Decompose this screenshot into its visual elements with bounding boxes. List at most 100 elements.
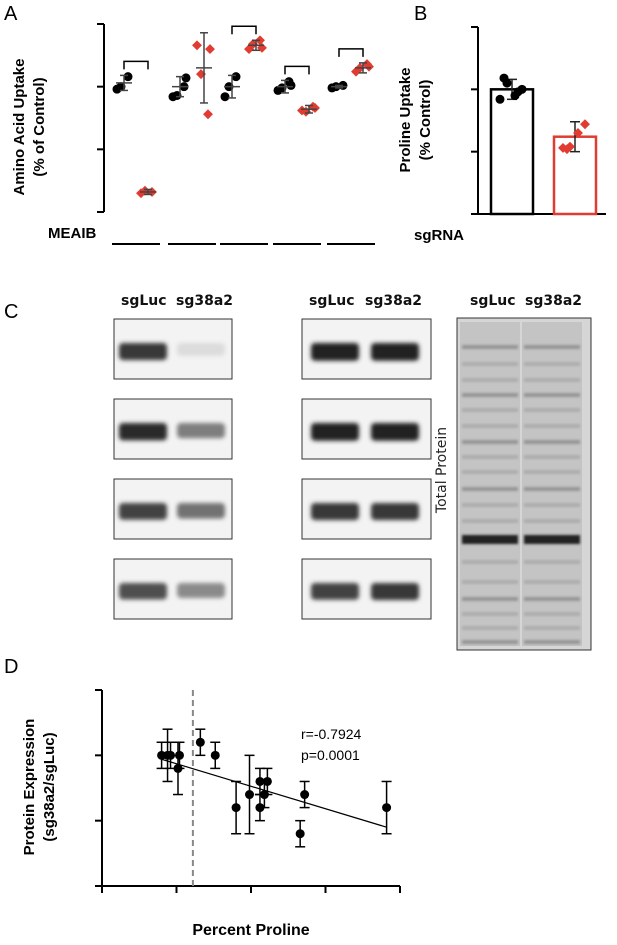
gel-band-2-3 xyxy=(524,378,580,382)
panel-a-sig-bracket-ser xyxy=(338,48,364,57)
gel-band-2-5 xyxy=(524,408,580,412)
panel-b-point-slc38a2 xyxy=(573,128,583,138)
panel-d-point xyxy=(174,750,184,760)
blot-col1-header-sg38a2: sg38a2 xyxy=(176,293,233,309)
panel-b-bar-luc xyxy=(489,88,535,216)
panel-a-point-gln-meaib xyxy=(192,40,202,51)
panel-a-ylabel-line2: (% of Control) xyxy=(31,77,48,176)
panel-d-fit-line xyxy=(161,758,387,828)
blot-band-col1a1-lane2 xyxy=(177,423,225,439)
panel-d-point xyxy=(210,750,220,760)
gel-band-1-9 xyxy=(462,470,518,474)
panel-d-point xyxy=(295,829,305,839)
gel-band-1-19 xyxy=(462,640,518,644)
blot-band-col1a1-lane1 xyxy=(119,423,167,441)
blot-col1-header-sgluc: sgLuc xyxy=(121,293,167,309)
gel-band-1-4 xyxy=(462,393,518,397)
gel-band-2-9 xyxy=(524,470,580,474)
panel-a-point-ala-control xyxy=(220,92,230,102)
panel-label-c: C xyxy=(4,301,18,323)
panel-d-ylabel-line1: Protein Expression xyxy=(21,719,38,856)
panel-label-b: B xyxy=(414,3,427,25)
panel-d-point xyxy=(245,790,255,800)
gel-band-1-13 xyxy=(462,535,518,544)
gel-band-2-19 xyxy=(524,640,580,644)
gel-band-1-14 xyxy=(462,560,518,564)
panel-b-point-slc38a2 xyxy=(580,119,590,130)
blot-row-eef2 xyxy=(301,398,432,460)
gel-band-2-7 xyxy=(524,440,580,444)
gel-band-2-10 xyxy=(524,487,580,491)
panel-a-ylabel-line1: Amino Acid Uptake xyxy=(11,59,28,196)
panel-d-annotation-p: p=0.0001 xyxy=(301,747,360,763)
blot-row-col1a1 xyxy=(113,398,233,460)
panel-a-point-pro-control xyxy=(123,72,133,82)
blot-row-smad1 xyxy=(113,558,233,620)
gel-band-1-17 xyxy=(462,612,518,616)
panel-d-ylabel-line2: (sg38a2/sgLuc) xyxy=(41,732,58,841)
panel-d-point xyxy=(166,750,176,760)
gel-band-2-13 xyxy=(524,535,580,544)
panel-d-point xyxy=(262,776,272,786)
panel-b-point-luc xyxy=(499,73,509,83)
blot-col2-header-sgluc: sgLuc xyxy=(309,293,355,309)
gel-band-2-17 xyxy=(524,612,580,616)
panel-b-ylabel-line1: Proline Uptake xyxy=(397,67,414,172)
blot-band-slc38a2-lane1 xyxy=(119,343,167,361)
gel-band-2-14 xyxy=(524,560,580,564)
blot-band-erk-lane2 xyxy=(371,343,419,361)
panel-b-chart: Proline Uptake (% Control) sgRNA xyxy=(397,26,606,244)
panel-d-point xyxy=(300,790,310,800)
blot-band-erk-lane1 xyxy=(311,343,359,361)
blot-col2-header-sg38a2: sg38a2 xyxy=(365,293,422,309)
blot-band-atf4-lane2 xyxy=(177,503,225,519)
blot-band-slc38a2-lane2 xyxy=(177,343,225,356)
panel-c-western-blots: sgLuc sg38a2 sgLuc sg38a2 sgLuc sg38a2 T… xyxy=(113,293,592,651)
total-protein-label: Total Protein xyxy=(434,427,450,514)
blot-row-erk xyxy=(301,318,432,380)
panel-a-point-gln-control xyxy=(181,73,191,83)
panel-a-point-gly-control xyxy=(286,80,296,90)
gel-band-2-8 xyxy=(524,455,580,459)
gel-band-1-5 xyxy=(462,408,518,412)
gel-band-2-2 xyxy=(524,362,580,366)
blot-band-smad1-lane1 xyxy=(119,583,167,600)
panel-label-d: D xyxy=(4,656,18,678)
panel-label-a: A xyxy=(4,3,18,25)
panel-a-point-gln-meaib xyxy=(203,109,213,120)
blot-row-actb xyxy=(301,478,432,540)
panel-b-point-slc38a2 xyxy=(562,144,572,155)
panel-b-point-luc xyxy=(495,94,505,104)
blot-band-actb-lane1 xyxy=(311,503,359,521)
gel-band-1-6 xyxy=(462,424,518,428)
blot-band-smad1-lane2 xyxy=(177,583,225,598)
panel-a-sig-bracket-pro xyxy=(123,60,149,70)
panel-b-x-title: sgRNA xyxy=(414,227,464,244)
total-protein-gel xyxy=(456,317,592,651)
panel-d-chart: Protein Expression (sg38a2/sgLuc) r=-0.7… xyxy=(21,689,401,939)
gel-band-1-16 xyxy=(462,597,518,601)
blot-band-tuba-lane2 xyxy=(371,583,419,601)
gel-band-1-12 xyxy=(462,519,518,523)
panel-d-point xyxy=(195,737,205,747)
blot-band-actb-lane2 xyxy=(371,503,419,521)
panel-d-point xyxy=(382,803,392,813)
gel-band-2-15 xyxy=(524,580,580,584)
gel-band-2-11 xyxy=(524,503,580,507)
gel-band-1-18 xyxy=(462,626,518,630)
blot-band-atf4-lane1 xyxy=(119,503,167,520)
panel-a-point-ala-control xyxy=(231,72,241,82)
panel-d-point xyxy=(231,803,241,813)
panel-a-sig-bracket-gly xyxy=(284,65,310,75)
panel-a-sig-bracket-ala xyxy=(231,25,257,35)
gel-band-2-6 xyxy=(524,424,580,428)
blot-band-tuba-lane1 xyxy=(311,583,359,600)
gel-band-1-2 xyxy=(462,362,518,366)
blot-row-slc38a2 xyxy=(113,318,233,380)
panel-a-chart: Amino Acid Uptake (% of Control) MEAIB xyxy=(11,23,375,245)
gel-band-2-18 xyxy=(524,626,580,630)
panel-b-ylabel-line2: (% Control) xyxy=(417,80,434,161)
panel-a-point-ala-meaib xyxy=(257,42,267,53)
blot-row-atf4 xyxy=(113,478,233,540)
gel-band-1-15 xyxy=(462,580,518,584)
